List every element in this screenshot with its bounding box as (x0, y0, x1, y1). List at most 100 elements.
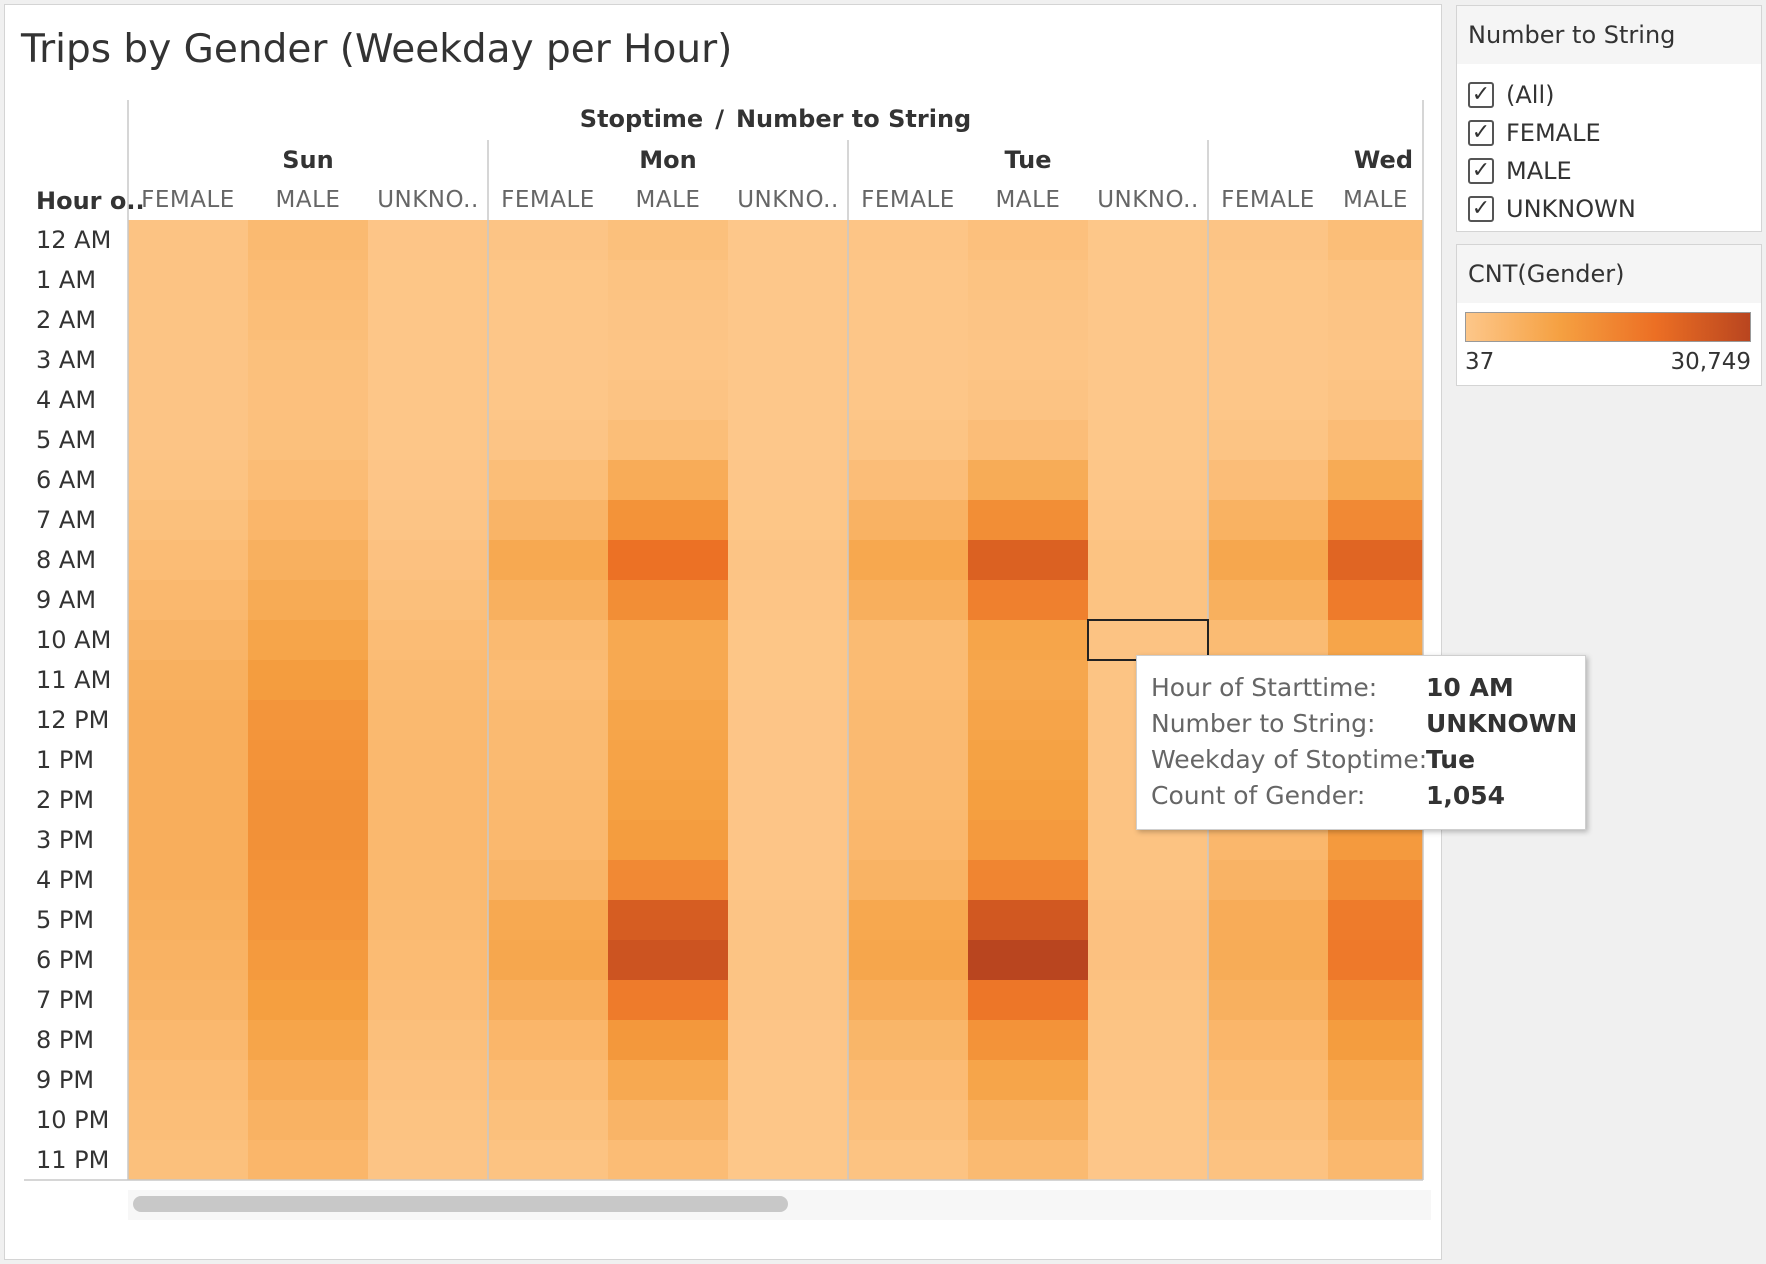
heatmap-cell-tue-female-2-am[interactable] (848, 300, 968, 340)
heatmap-cell-tue-male-1-pm[interactable] (968, 740, 1088, 780)
heatmap-cell-wed-female-11-pm[interactable] (1208, 1140, 1328, 1180)
heatmap-cell-sun-unknown-4-pm[interactable] (368, 860, 488, 900)
heatmap-cell-wed-female-2-am[interactable] (1208, 300, 1328, 340)
heatmap-cell-mon-female-2-am[interactable] (488, 300, 608, 340)
heatmap-cell-tue-male-8-pm[interactable] (968, 1020, 1088, 1060)
heatmap-cell-mon-unknown-12-am[interactable] (728, 220, 848, 260)
heatmap-cell-wed-male-6-pm[interactable] (1328, 940, 1423, 980)
heatmap-cell-tue-unknown-11-pm[interactable] (1088, 1140, 1208, 1180)
heatmap-cell-sun-female-9-am[interactable] (128, 580, 248, 620)
heatmap-cell-wed-male-11-pm[interactable] (1328, 1140, 1423, 1180)
heatmap-cell-sun-female-2-pm[interactable] (128, 780, 248, 820)
heatmap-cell-tue-female-7-pm[interactable] (848, 980, 968, 1020)
heatmap-cell-mon-male-9-am[interactable] (608, 580, 728, 620)
heatmap-cell-mon-unknown-6-am[interactable] (728, 460, 848, 500)
heatmap-cell-wed-male-3-am[interactable] (1328, 340, 1423, 380)
heatmap-cell-tue-unknown-9-pm[interactable] (1088, 1060, 1208, 1100)
heatmap-cell-mon-female-8-am[interactable] (488, 540, 608, 580)
heatmap-cell-tue-male-11-pm[interactable] (968, 1140, 1088, 1180)
heatmap-cell-wed-male-8-pm[interactable] (1328, 1020, 1423, 1060)
heatmap-cell-wed-female-4-am[interactable] (1208, 380, 1328, 420)
heatmap-cell-tue-male-2-pm[interactable] (968, 780, 1088, 820)
heatmap-cell-wed-female-9-am[interactable] (1208, 580, 1328, 620)
heatmap-cell-tue-male-11-am[interactable] (968, 660, 1088, 700)
heatmap-cell-wed-male-4-am[interactable] (1328, 380, 1423, 420)
heatmap-cell-tue-unknown-10-pm[interactable] (1088, 1100, 1208, 1140)
heatmap-cell-tue-female-8-pm[interactable] (848, 1020, 968, 1060)
checkbox-male[interactable]: ✓ (1468, 158, 1494, 184)
heatmap-cell-mon-female-5-pm[interactable] (488, 900, 608, 940)
heatmap-cell-mon-female-8-pm[interactable] (488, 1020, 608, 1060)
heatmap-cell-mon-unknown-9-pm[interactable] (728, 1060, 848, 1100)
heatmap-cell-sun-female-5-am[interactable] (128, 420, 248, 460)
heatmap-cell-mon-female-7-pm[interactable] (488, 980, 608, 1020)
heatmap-cell-wed-male-10-pm[interactable] (1328, 1100, 1423, 1140)
heatmap-cell-mon-female-10-pm[interactable] (488, 1100, 608, 1140)
heatmap-cell-mon-male-4-pm[interactable] (608, 860, 728, 900)
heatmap-cell-mon-female-10-am[interactable] (488, 620, 608, 660)
heatmap-cell-sun-female-1-pm[interactable] (128, 740, 248, 780)
heatmap-cell-mon-male-1-am[interactable] (608, 260, 728, 300)
heatmap-cell-sun-female-6-pm[interactable] (128, 940, 248, 980)
heatmap-cell-mon-male-6-am[interactable] (608, 460, 728, 500)
heatmap-cell-mon-unknown-2-pm[interactable] (728, 780, 848, 820)
heatmap-cell-mon-unknown-7-am[interactable] (728, 500, 848, 540)
heatmap-cell-tue-male-4-pm[interactable] (968, 860, 1088, 900)
heatmap-cell-mon-unknown-10-pm[interactable] (728, 1100, 848, 1140)
heatmap-cell-sun-female-10-am[interactable] (128, 620, 248, 660)
heatmap-cell-sun-female-8-am[interactable] (128, 540, 248, 580)
heatmap-cell-sun-unknown-7-am[interactable] (368, 500, 488, 540)
heatmap-cell-mon-female-12-am[interactable] (488, 220, 608, 260)
heatmap-cell-wed-female-12-am[interactable] (1208, 220, 1328, 260)
heatmap-cell-tue-male-5-am[interactable] (968, 420, 1088, 460)
heatmap-cell-sun-unknown-12-pm[interactable] (368, 700, 488, 740)
heatmap-cell-mon-male-11-am[interactable] (608, 660, 728, 700)
heatmap-cell-sun-female-4-pm[interactable] (128, 860, 248, 900)
heatmap-cell-mon-male-7-am[interactable] (608, 500, 728, 540)
heatmap-cell-mon-male-5-am[interactable] (608, 420, 728, 460)
heatmap-cell-tue-unknown-9-am[interactable] (1088, 580, 1208, 620)
heatmap-cell-sun-unknown-9-pm[interactable] (368, 1060, 488, 1100)
heatmap-cell-tue-male-10-am[interactable] (968, 620, 1088, 660)
heatmap-cell-tue-female-1-am[interactable] (848, 260, 968, 300)
heatmap-cell-wed-male-7-am[interactable] (1328, 500, 1423, 540)
checkbox-female[interactable]: ✓ (1468, 120, 1494, 146)
heatmap-cell-wed-male-8-am[interactable] (1328, 540, 1423, 580)
heatmap-cell-tue-unknown-7-am[interactable] (1088, 500, 1208, 540)
heatmap-cell-sun-female-5-pm[interactable] (128, 900, 248, 940)
heatmap-cell-mon-male-11-pm[interactable] (608, 1140, 728, 1180)
heatmap-cell-mon-male-3-pm[interactable] (608, 820, 728, 860)
heatmap-cell-tue-unknown-4-pm[interactable] (1088, 860, 1208, 900)
heatmap-cell-mon-unknown-1-pm[interactable] (728, 740, 848, 780)
heatmap-cell-tue-female-8-am[interactable] (848, 540, 968, 580)
heatmap-cell-tue-female-3-am[interactable] (848, 340, 968, 380)
heatmap-cell-wed-male-9-pm[interactable] (1328, 1060, 1423, 1100)
heatmap-cell-mon-male-1-pm[interactable] (608, 740, 728, 780)
heatmap-cell-mon-female-11-am[interactable] (488, 660, 608, 700)
heatmap-cell-sun-male-9-pm[interactable] (248, 1060, 368, 1100)
heatmap-cell-sun-male-3-pm[interactable] (248, 820, 368, 860)
heatmap-cell-sun-unknown-8-am[interactable] (368, 540, 488, 580)
heatmap-cell-sun-female-12-am[interactable] (128, 220, 248, 260)
heatmap-cell-tue-female-7-am[interactable] (848, 500, 968, 540)
heatmap-cell-tue-unknown-7-pm[interactable] (1088, 980, 1208, 1020)
heatmap-cell-sun-male-9-am[interactable] (248, 580, 368, 620)
heatmap-cell-mon-unknown-5-pm[interactable] (728, 900, 848, 940)
heatmap-cell-sun-male-6-am[interactable] (248, 460, 368, 500)
heatmap-cell-mon-female-4-am[interactable] (488, 380, 608, 420)
filter-item-all[interactable]: ✓ (All) (1468, 78, 1554, 112)
heatmap-cell-wed-female-1-am[interactable] (1208, 260, 1328, 300)
heatmap-cell-sun-unknown-3-pm[interactable] (368, 820, 488, 860)
heatmap-cell-sun-female-10-pm[interactable] (128, 1100, 248, 1140)
heatmap-cell-wed-male-7-pm[interactable] (1328, 980, 1423, 1020)
heatmap-cell-mon-unknown-2-am[interactable] (728, 300, 848, 340)
heatmap-cell-wed-female-6-am[interactable] (1208, 460, 1328, 500)
heatmap-cell-mon-male-6-pm[interactable] (608, 940, 728, 980)
heatmap-cell-tue-unknown-6-pm[interactable] (1088, 940, 1208, 980)
heatmap-cell-sun-unknown-5-pm[interactable] (368, 900, 488, 940)
heatmap-cell-wed-female-7-pm[interactable] (1208, 980, 1328, 1020)
heatmap-cell-wed-male-4-pm[interactable] (1328, 860, 1423, 900)
heatmap-cell-wed-male-5-pm[interactable] (1328, 900, 1423, 940)
heatmap-cell-mon-male-3-am[interactable] (608, 340, 728, 380)
heatmap-cell-sun-female-11-am[interactable] (128, 660, 248, 700)
